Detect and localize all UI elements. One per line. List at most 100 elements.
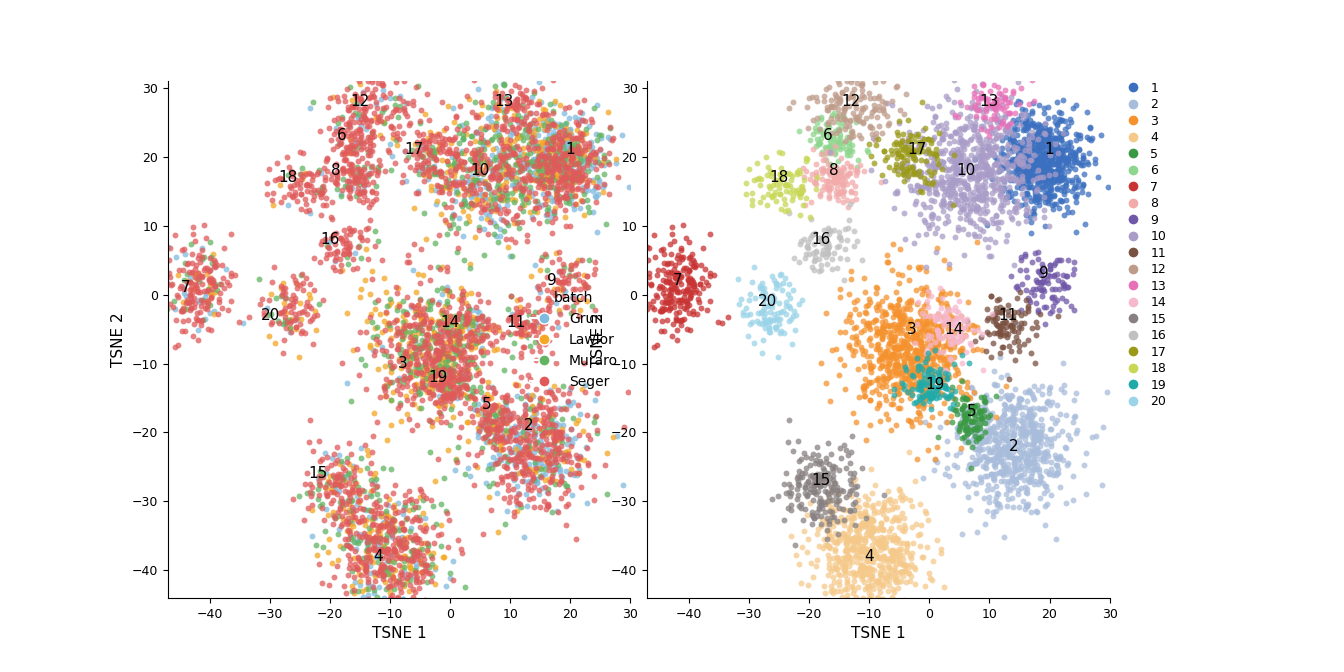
Point	[495, 411, 516, 421]
Point	[507, 421, 528, 432]
Point	[505, 159, 527, 169]
Point	[985, 314, 1007, 325]
Point	[429, 383, 450, 394]
Point	[501, 309, 523, 320]
Point	[552, 265, 574, 276]
Point	[538, 411, 559, 421]
Point	[960, 150, 981, 161]
Point	[227, 317, 249, 328]
Point	[526, 384, 547, 395]
Point	[976, 192, 997, 202]
Point	[540, 177, 562, 188]
Point	[339, 165, 360, 175]
Point	[366, 334, 387, 345]
Point	[1035, 160, 1056, 171]
Point	[277, 170, 298, 181]
Point	[379, 321, 401, 332]
Point	[989, 467, 1011, 478]
Point	[497, 162, 519, 173]
Point	[918, 219, 939, 230]
Point	[1038, 169, 1059, 180]
Point	[778, 204, 800, 215]
Point	[520, 97, 542, 108]
Point	[410, 303, 431, 314]
Point	[383, 523, 405, 534]
Point	[414, 137, 435, 148]
Point	[853, 165, 875, 176]
Point	[1000, 137, 1021, 148]
Point	[882, 335, 903, 345]
Point	[913, 378, 934, 388]
Point	[403, 550, 425, 560]
Point	[512, 467, 534, 478]
Point	[988, 436, 1009, 447]
Point	[491, 194, 512, 205]
Point	[555, 180, 577, 191]
Point	[965, 458, 986, 468]
Point	[449, 158, 470, 169]
Point	[325, 169, 347, 180]
Point	[972, 437, 993, 448]
Point	[395, 346, 417, 357]
Point	[536, 118, 558, 128]
Point	[1048, 157, 1070, 167]
Point	[668, 271, 689, 282]
Point	[387, 304, 409, 315]
Point	[527, 181, 548, 192]
Point	[469, 137, 491, 148]
Point	[880, 425, 902, 435]
Point	[918, 352, 939, 363]
Point	[986, 321, 1008, 331]
Point	[1017, 300, 1039, 311]
Point	[965, 444, 986, 455]
Point	[203, 261, 224, 271]
Point	[437, 344, 458, 355]
Point	[997, 191, 1019, 202]
Point	[1021, 132, 1043, 142]
Point	[442, 209, 464, 220]
Point	[671, 272, 692, 283]
Point	[497, 327, 519, 337]
Point	[1034, 191, 1055, 202]
Point	[484, 419, 505, 430]
Point	[806, 511, 828, 521]
Point	[875, 375, 896, 386]
Point	[809, 126, 831, 137]
Point	[531, 310, 552, 321]
Point	[1039, 468, 1060, 479]
Point	[927, 121, 949, 132]
Point	[1005, 118, 1027, 128]
Point	[333, 474, 355, 485]
Point	[1040, 142, 1062, 153]
Point	[1023, 202, 1044, 213]
Point	[1039, 173, 1060, 184]
Point	[860, 362, 882, 372]
Point	[980, 425, 1001, 436]
Point	[566, 460, 587, 470]
Point	[542, 286, 563, 297]
Point	[985, 452, 1007, 462]
Point	[442, 152, 464, 163]
Point	[1027, 276, 1048, 287]
Point	[980, 86, 1001, 97]
Point	[341, 225, 363, 236]
Point	[358, 579, 379, 590]
Point	[774, 273, 796, 284]
Point	[659, 304, 680, 315]
Point	[820, 95, 841, 106]
Point	[910, 529, 931, 540]
Point	[517, 494, 539, 505]
Point	[817, 237, 839, 248]
Point	[1021, 159, 1043, 170]
Point	[1052, 280, 1074, 290]
Point	[376, 520, 398, 531]
Point	[470, 345, 492, 355]
Point	[767, 182, 789, 193]
Point	[556, 302, 578, 312]
Point	[177, 266, 199, 277]
Point	[547, 130, 569, 140]
Point	[331, 456, 352, 467]
Point	[1038, 128, 1059, 138]
Text: 14: 14	[441, 314, 460, 329]
Point	[515, 463, 536, 474]
